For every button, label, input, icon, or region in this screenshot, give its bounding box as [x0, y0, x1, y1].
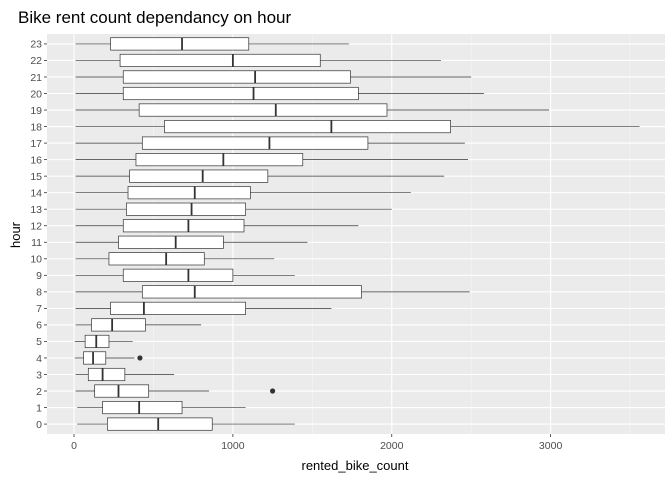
- y-tick-label: 20: [30, 88, 42, 100]
- box-iqr: [118, 235, 224, 249]
- y-tick-label: 23: [30, 39, 42, 51]
- minor-gridlines: [153, 34, 631, 434]
- box-iqr: [110, 37, 250, 51]
- box-hour-18: [75, 120, 640, 134]
- outlier-point: [137, 355, 143, 361]
- x-tick-label: 3000: [539, 440, 563, 452]
- box-iqr: [108, 252, 205, 266]
- box-hour-19: [75, 103, 550, 117]
- box-hour-7: [75, 301, 332, 315]
- box-iqr: [107, 417, 213, 431]
- box-iqr: [141, 136, 369, 150]
- box-hour-9: [75, 268, 295, 282]
- box-hour-1: [77, 401, 246, 415]
- x-axis: 0 1000 2000 3000: [71, 434, 562, 452]
- outlier-point: [269, 388, 276, 394]
- plot-panel: [47, 34, 665, 434]
- box-iqr: [135, 153, 304, 167]
- y-tick-label: 13: [30, 204, 42, 216]
- box-iqr: [91, 318, 146, 332]
- y-tick-label: 1: [36, 402, 42, 414]
- box-hour-6: [75, 318, 202, 332]
- y-tick-label: 4: [36, 353, 42, 365]
- box-hour-22: [75, 53, 441, 67]
- box-iqr: [122, 219, 245, 233]
- box-iqr: [119, 53, 321, 67]
- y-tick-label: 6: [36, 320, 42, 332]
- y-tick-label: 12: [30, 221, 42, 233]
- box-iqr: [94, 384, 150, 398]
- y-tick-label: 8: [36, 287, 42, 299]
- box-iqr: [164, 120, 451, 134]
- chart-title: Bike rent count dependancy on hour: [18, 8, 291, 27]
- y-tick-label: 2: [36, 386, 42, 398]
- box-hour-23: [75, 37, 349, 51]
- box-hour-15: [75, 169, 445, 183]
- y-tick-label: 7: [36, 303, 42, 315]
- y-tick-label: 10: [30, 254, 42, 266]
- box-iqr: [83, 351, 107, 365]
- box-hour-13: [75, 202, 392, 216]
- y-tick-label: 16: [30, 154, 42, 166]
- y-axis-title: hour: [8, 221, 23, 248]
- y-tick-label: 11: [31, 237, 42, 249]
- box-hour-3: [75, 367, 175, 382]
- box-hour-8: [75, 285, 470, 299]
- box-hour-2: [75, 384, 276, 398]
- box-iqr: [102, 401, 183, 415]
- y-tick-label: 22: [30, 55, 42, 67]
- x-tick-label: 0: [71, 440, 77, 452]
- box-series: [74, 37, 640, 431]
- box-iqr: [122, 268, 234, 282]
- y-tick-label: 3: [36, 369, 42, 381]
- box-hour-17: [75, 136, 465, 150]
- y-tick-label: 9: [36, 270, 42, 282]
- box-hour-10: [75, 252, 275, 266]
- box-hour-14: [75, 186, 411, 200]
- y-tick-label: 5: [36, 336, 42, 348]
- box-iqr: [110, 301, 246, 315]
- y-tick-label: 14: [30, 187, 42, 199]
- y-tick-label: 18: [30, 121, 42, 133]
- box-hour-4: [74, 351, 143, 365]
- box-hour-12: [75, 219, 359, 233]
- y-tick-label: 21: [30, 72, 42, 84]
- y-tick-label: 15: [30, 171, 42, 183]
- box-hour-20: [75, 86, 484, 101]
- x-tick-label: 1000: [221, 440, 245, 452]
- box-iqr: [129, 169, 269, 183]
- box-iqr: [87, 367, 126, 382]
- box-iqr: [122, 86, 359, 101]
- box-hour-5: [74, 334, 133, 348]
- y-tick-label: 0: [36, 419, 42, 431]
- box-hour-0: [77, 417, 295, 431]
- box-iqr: [126, 202, 246, 216]
- box-hour-11: [75, 235, 308, 249]
- box-iqr: [141, 285, 362, 299]
- box-iqr: [122, 70, 351, 84]
- y-tick-label: 19: [30, 105, 42, 117]
- x-tick-label: 2000: [380, 440, 404, 452]
- box-hour-21: [75, 70, 472, 84]
- x-axis-title: rented_bike_count: [302, 458, 409, 473]
- box-iqr: [127, 186, 251, 200]
- y-tick-label: 17: [30, 138, 42, 150]
- box-iqr: [138, 103, 388, 117]
- box-hour-16: [75, 153, 469, 167]
